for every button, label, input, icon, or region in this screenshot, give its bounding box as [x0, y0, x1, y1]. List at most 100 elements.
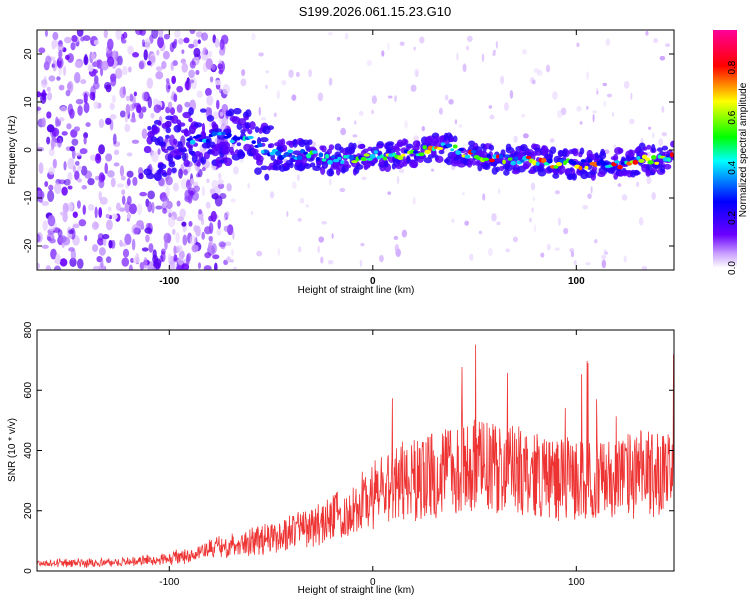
spectrogram-cell	[147, 125, 152, 131]
spectrogram-cell	[399, 41, 405, 46]
spectrogram-cell	[209, 141, 216, 148]
y-tick-label: -10	[23, 190, 34, 205]
spectrogram-cell	[344, 164, 352, 169]
spectrogram-cell	[121, 257, 130, 267]
spectrogram-cell	[98, 144, 105, 155]
spectrogram-cell	[498, 188, 501, 195]
spectrogram-cell	[247, 128, 253, 135]
spectrogram-cell	[213, 128, 223, 133]
spectrogram-cell	[572, 148, 579, 157]
spectrogram-cell	[327, 159, 333, 165]
spectrogram-cell	[530, 182, 536, 191]
spectrogram-cell	[178, 148, 188, 153]
spectrogram-cell	[646, 144, 652, 150]
spectrogram-cell	[119, 86, 127, 99]
y-tick-label: 800	[23, 321, 34, 338]
spectrogram-cell	[610, 166, 616, 174]
spectrogram-cell	[295, 71, 300, 78]
spectrogram-cell	[376, 150, 383, 156]
spectrogram-cell	[219, 193, 227, 200]
spectrogram-cell	[58, 235, 67, 243]
spectrogram-cell	[89, 91, 95, 101]
spectrogram-cell	[106, 38, 114, 51]
spectrogram-cell	[452, 135, 458, 143]
spectrogram-cell	[571, 161, 577, 166]
spectrogram-cell	[76, 200, 81, 209]
spectrogram-cell	[196, 173, 200, 178]
spectrogram-cell	[136, 104, 142, 113]
spectrogram-cell	[244, 122, 251, 129]
spectrogram-cell	[466, 160, 473, 168]
spectrogram-cell	[545, 64, 551, 73]
spectrogram-cell	[503, 102, 509, 111]
spectrogram-cell	[195, 225, 201, 237]
spectrogram-cell	[173, 254, 178, 262]
spectrogram-cell	[50, 248, 57, 260]
spectrogram-cell	[115, 30, 122, 40]
spectrogram-cell	[269, 191, 275, 199]
spectrogram-cell	[200, 217, 205, 226]
spectrogram-cell	[58, 49, 63, 58]
spectrogram-cell	[172, 228, 176, 235]
spectrogram-cell	[138, 172, 144, 180]
spectrogram-cell	[337, 156, 342, 161]
spectrogram-cell	[167, 253, 172, 262]
spectrogram-cell	[309, 162, 316, 168]
spectrogram-cell	[292, 181, 297, 190]
spectrogram-cell	[145, 172, 155, 180]
spectrogram-cell	[603, 249, 607, 253]
spectrogram-cell	[586, 149, 593, 158]
spectrogram-cell	[340, 160, 345, 165]
spectrogram-cell	[55, 253, 61, 265]
spectrogram-cell	[56, 76, 61, 81]
spectrogram-cell	[552, 91, 558, 100]
spectrogram-cell	[119, 110, 126, 118]
spectrogram-cell	[251, 148, 259, 155]
x-tick-label: -100	[159, 577, 179, 588]
spectrogram-cell	[451, 218, 455, 224]
spectrogram-cell	[121, 189, 126, 195]
spectrogram-cell	[188, 221, 193, 227]
spectrogram-cell	[158, 30, 164, 38]
spectrogram-cell	[73, 126, 81, 132]
spectrogram-cell	[122, 248, 130, 258]
spectrogram-cell	[218, 172, 222, 180]
spectrogram-cell	[496, 221, 501, 226]
spectrogram-cell	[522, 133, 529, 139]
spectrogram-cell	[321, 221, 328, 225]
spectrogram-cell	[173, 245, 177, 255]
spectrogram-cell	[387, 95, 393, 99]
spectrogram-cell	[605, 38, 611, 47]
spectrogram-cell	[586, 71, 589, 80]
y-tick-label: -20	[23, 238, 34, 253]
spectrogram-cell	[217, 183, 225, 190]
spectrogram-cell	[251, 140, 256, 145]
spectrogram-cell	[188, 43, 195, 49]
spectrogram-cell	[430, 149, 437, 157]
spectrogram-cell	[37, 262, 41, 269]
spectrogram-cell	[647, 166, 653, 172]
spectrogram-cell	[540, 252, 545, 258]
spectrogram-cell	[218, 241, 226, 248]
spectrogram-cell	[52, 158, 57, 169]
spectrogram-cell	[224, 241, 232, 247]
spectrogram-cell	[369, 154, 376, 159]
colorbar-tick-label: 0.0	[727, 261, 738, 275]
spectrogram-cell	[332, 158, 340, 163]
spectrogram-cell	[552, 172, 560, 179]
spectrogram-cell	[532, 196, 536, 202]
spectrogram-cell	[102, 233, 110, 240]
spectrogram-cell	[42, 220, 48, 232]
spectrogram-cell	[92, 61, 98, 68]
spectrogram-cell	[143, 49, 148, 61]
spectrogram-cell	[361, 176, 367, 181]
spectrogram-cell	[130, 117, 137, 123]
spectrogram-cell	[482, 157, 490, 162]
spectrogram-cell	[221, 141, 231, 150]
spectrogram-cell	[198, 208, 203, 215]
spectrogram-cell	[54, 182, 62, 194]
spectrogram-cell	[579, 121, 583, 125]
spectrogram-cell	[650, 155, 657, 160]
spectrogram-cell	[155, 71, 164, 80]
